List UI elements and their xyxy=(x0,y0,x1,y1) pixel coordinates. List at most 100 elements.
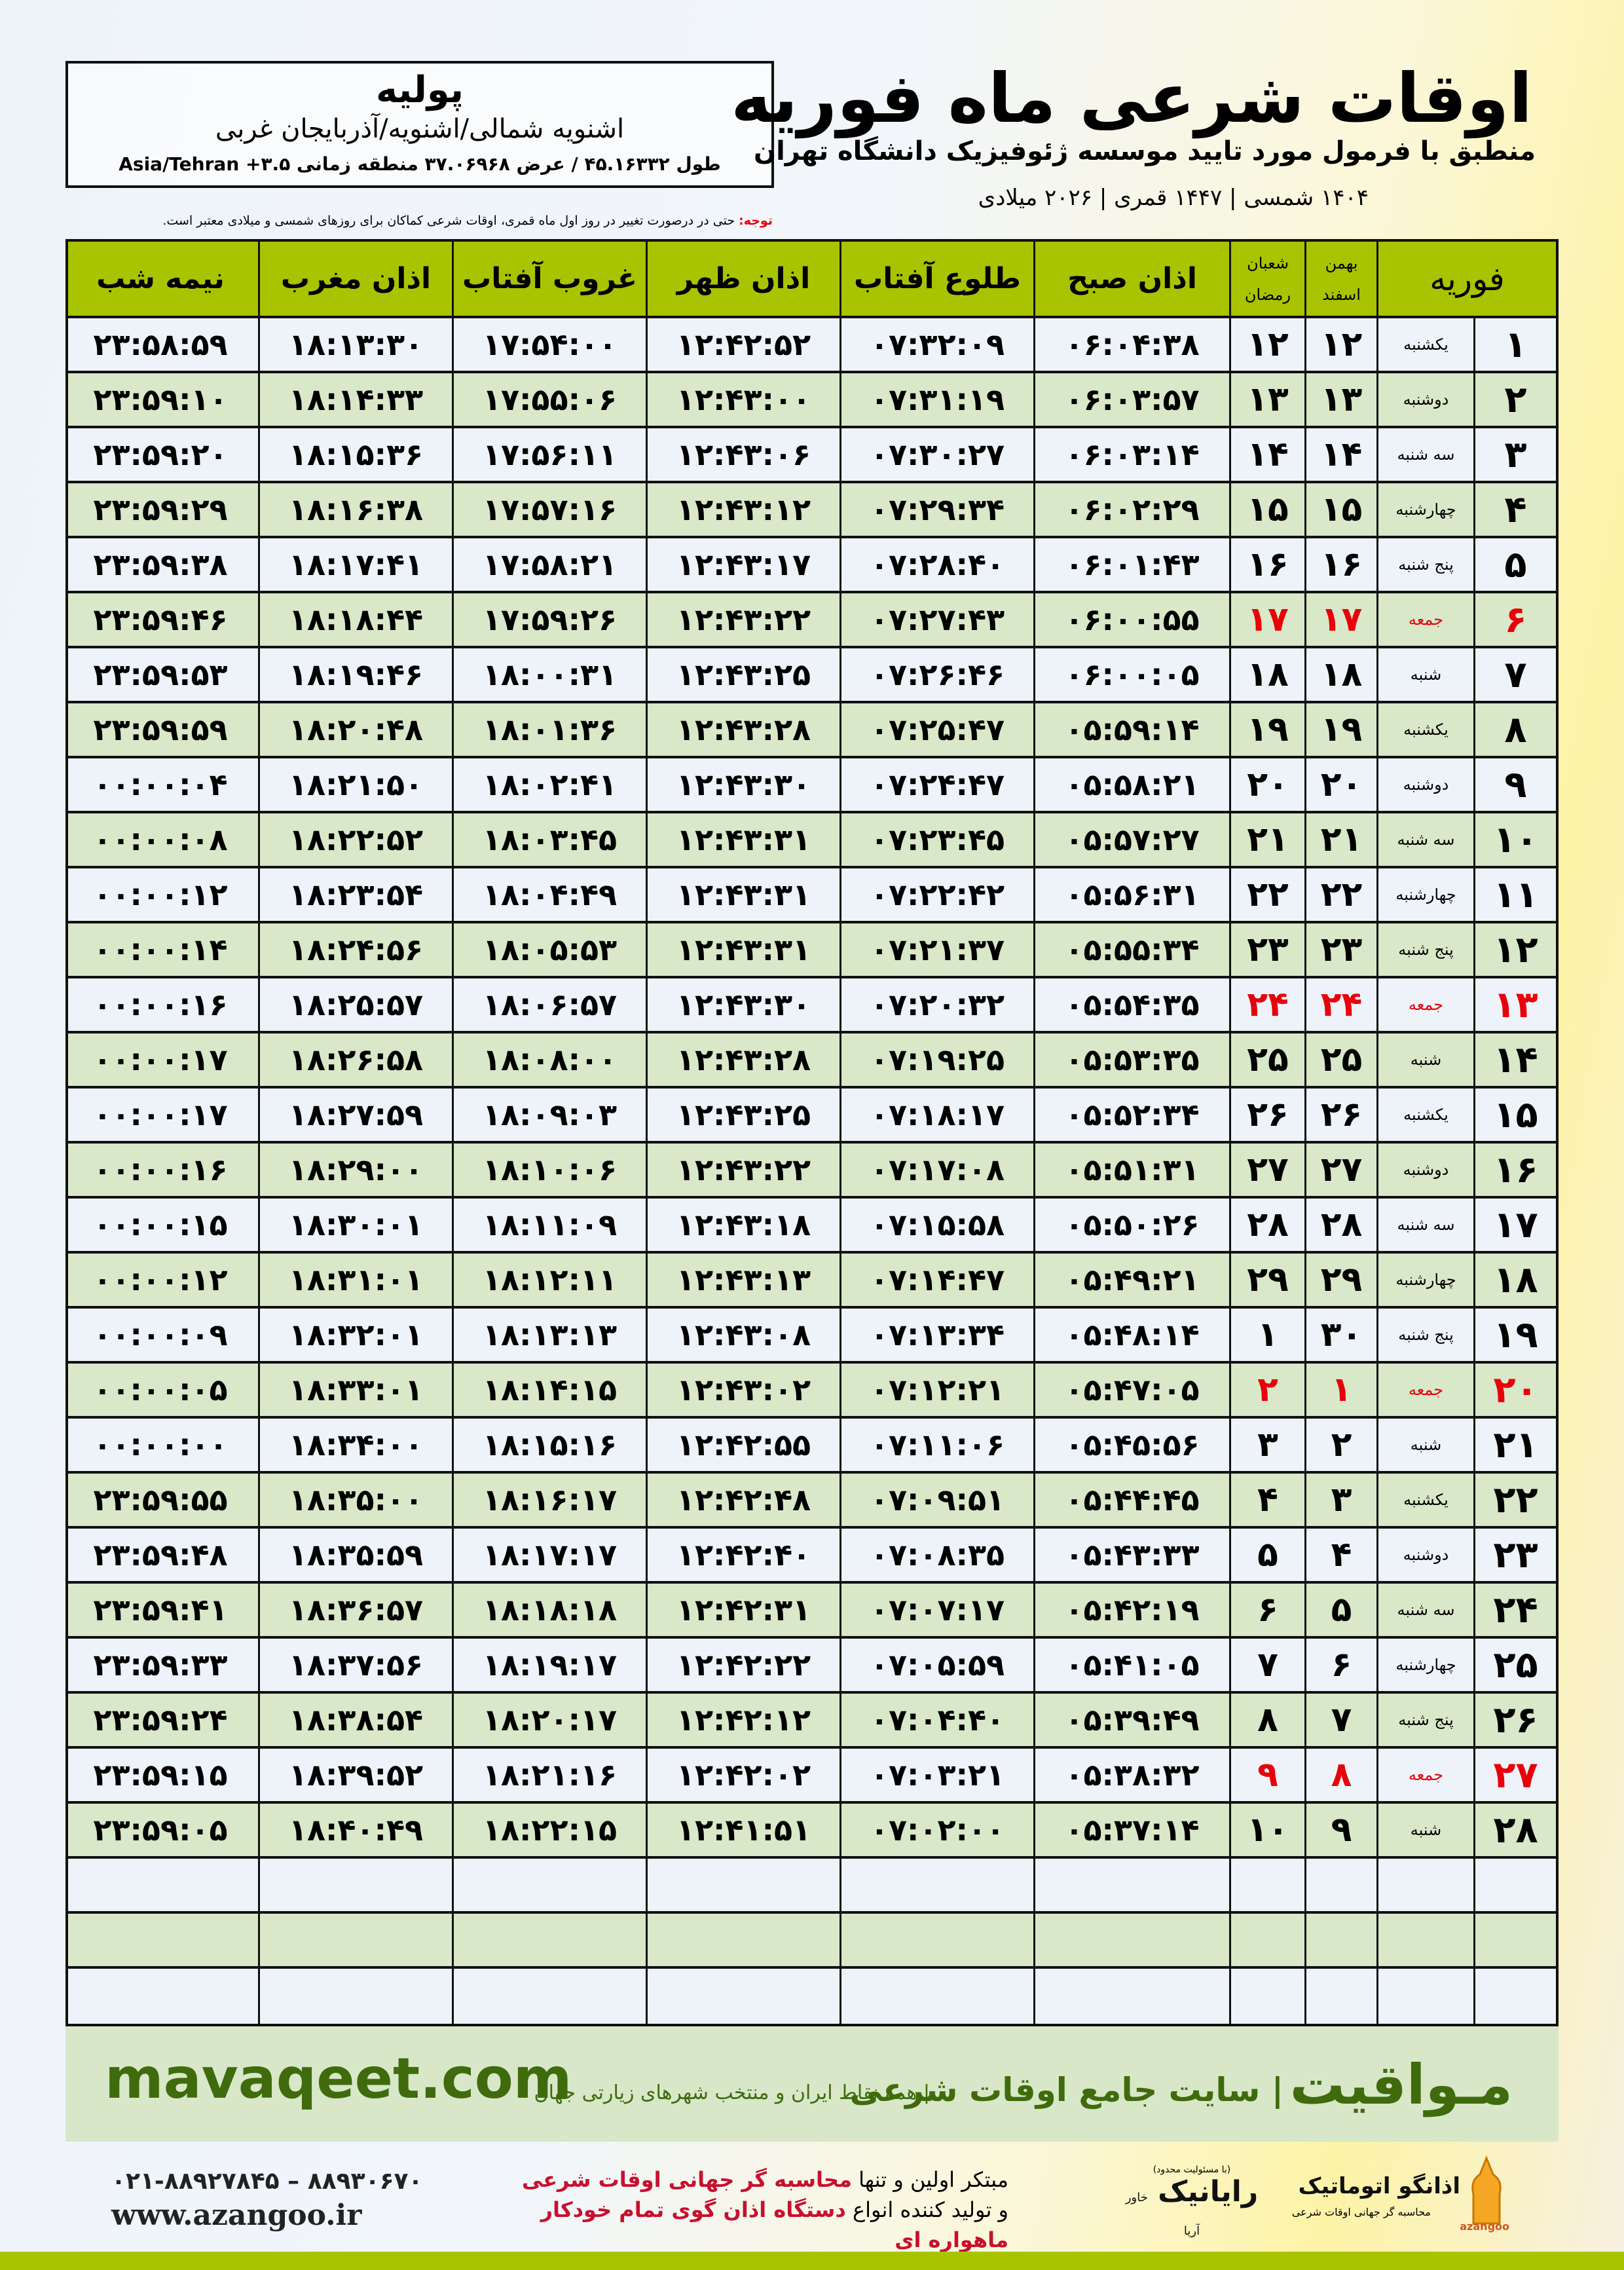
shamsi-day: ۱۸ xyxy=(1304,648,1376,701)
tolu-time: ۰۷:۱۱:۰۶ xyxy=(840,1419,1033,1471)
hijri-day: ۳ xyxy=(1229,1419,1304,1471)
maghrib-time: ۱۸:۱۴:۳۳ xyxy=(258,373,452,426)
zohr-time: ۱۲:۴۳:۳۱ xyxy=(646,923,840,976)
zohr-time: ۱۲:۴۳:۲۵ xyxy=(646,648,840,701)
ghurub-time: ۱۸:۱۹:۱۷ xyxy=(452,1639,646,1691)
nimeshab-time: ۲۳:۵۹:۳۸ xyxy=(93,547,228,582)
weekday: جمعه xyxy=(1376,1749,1473,1801)
coordinates: طول ۴۵.۱۶۳۳۲ / عرض ۳۷.۰۶۹۶۸ منطقه زمانی … xyxy=(119,153,721,175)
col-shamsi: بهمن اسفند xyxy=(1304,242,1376,316)
shamsi-day: ۲ xyxy=(1304,1419,1376,1471)
weekday: یکشنبه xyxy=(1376,318,1473,371)
empty-cell xyxy=(258,1914,452,1966)
zohr-time: ۱۲:۴۳:۰۲ xyxy=(646,1364,840,1416)
weekday: دوشنبه xyxy=(1376,1529,1473,1581)
weekday: سه شنبه xyxy=(1376,1584,1473,1636)
azangoo-url[interactable]: www.azangoo.ir xyxy=(111,2199,362,2232)
hijri-day: ۲۸ xyxy=(1229,1199,1304,1251)
minaret-icon xyxy=(1471,2155,1502,2225)
weekday: جمعه xyxy=(1376,593,1473,646)
ghurub-time: ۱۷:۵۴:۰۰ xyxy=(452,318,646,371)
sobh-time: ۰۵:۳۹:۴۹ xyxy=(1033,1694,1229,1746)
zohr-time: ۱۲:۴۱:۵۱ xyxy=(646,1804,840,1856)
ghurub-time: ۱۷:۵۸:۲۱ xyxy=(452,538,646,591)
empty-cell xyxy=(1033,1859,1229,1911)
tolu-time: ۰۷:۱۷:۰۸ xyxy=(840,1144,1033,1196)
empty-cell xyxy=(1376,1859,1473,1911)
zohr-time: ۱۲:۴۳:۱۳ xyxy=(646,1254,840,1306)
shamsi-day: ۲۶ xyxy=(1304,1088,1376,1141)
weekday: سه شنبه xyxy=(1376,813,1473,866)
zohr-time: ۱۲:۴۳:۳۰ xyxy=(646,758,840,811)
ghurub-time: ۱۸:۰۸:۰۰ xyxy=(452,1033,646,1086)
weekday: جمعه xyxy=(1376,978,1473,1031)
ghurub-time: ۱۸:۲۲:۱۵ xyxy=(452,1804,646,1856)
tolu-time: ۰۷:۲۲:۴۲ xyxy=(840,868,1033,921)
ghurub-time: ۱۸:۰۶:۵۷ xyxy=(452,978,646,1031)
ghurub-time: ۱۸:۲۰:۱۷ xyxy=(452,1694,646,1746)
shamsi-day: ۱۵ xyxy=(1304,483,1376,536)
table-row: ۱۸ چهارشنبه ۲۹ ۲۹ ۰۵:۴۹:۲۱ ۰۷:۱۴:۴۷ ۱۲:۴۳:۱۳ ۱۸… xyxy=(68,1254,1556,1309)
shamsi-day: ۲۸ xyxy=(1304,1199,1376,1251)
col-tolu: طلوع آفتاب xyxy=(840,242,1033,316)
weekday: یکشنبه xyxy=(1376,1088,1473,1141)
day-number: ۱۷ xyxy=(1473,1199,1556,1251)
ghurub-time: ۱۸:۱۴:۱۵ xyxy=(452,1364,646,1416)
weekday: جمعه xyxy=(1376,1364,1473,1416)
shamsi-day: ۱ xyxy=(1304,1364,1376,1416)
zohr-time: ۱۲:۴۳:۳۰ xyxy=(646,978,840,1031)
weekday: یکشنبه xyxy=(1376,703,1473,756)
nimeshab-time: ۰۰:۰۰:۰۹ xyxy=(93,1317,228,1352)
ghurub-time: ۱۸:۱۸:۱۸ xyxy=(452,1584,646,1636)
ghurub-time: ۱۸:۱۶:۱۷ xyxy=(452,1474,646,1526)
nimeshab-time: ۰۰:۰۰:۱۷ xyxy=(93,1042,228,1077)
hijri-day: ۱۷ xyxy=(1229,593,1304,646)
day-number: ۳ xyxy=(1473,428,1556,481)
tolu-time: ۰۷:۰۵:۵۹ xyxy=(840,1639,1033,1691)
ghurub-time: ۱۸:۰۹:۰۳ xyxy=(452,1088,646,1141)
ghurub-time: ۱۸:۰۵:۵۳ xyxy=(452,923,646,976)
col-shamsi-1: بهمن xyxy=(1325,253,1358,272)
empty-cell xyxy=(63,1914,258,1966)
day-number: ۱۰ xyxy=(1473,813,1556,866)
zohr-time: ۱۲:۴۳:۱۲ xyxy=(646,483,840,536)
site-link[interactable]: mavaqeet.com xyxy=(105,2046,572,2112)
hijri-day: ۲۶ xyxy=(1229,1088,1304,1141)
sobh-time: ۰۵:۳۷:۱۴ xyxy=(1033,1804,1229,1856)
hijri-day: ۱۴ xyxy=(1229,428,1304,481)
azangoo-name: اذانگو اتوماتیک xyxy=(1298,2173,1460,2199)
weekday: شنبه xyxy=(1376,1419,1473,1471)
empty-cell xyxy=(840,1914,1033,1966)
maghrib-time: ۱۸:۴۰:۴۹ xyxy=(258,1804,452,1856)
hijri-day: ۸ xyxy=(1229,1694,1304,1746)
shamsi-day: ۲۳ xyxy=(1304,923,1376,976)
maghrib-time: ۱۸:۳۱:۰۱ xyxy=(258,1254,452,1306)
ghurub-time: ۱۸:۰۲:۴۱ xyxy=(452,758,646,811)
zohr-time: ۱۲:۴۲:۴۰ xyxy=(646,1529,840,1581)
shamsi-day: ۱۴ xyxy=(1304,428,1376,481)
maghrib-time: ۱۸:۳۲:۰۱ xyxy=(258,1309,452,1361)
rayanik-sub: خاور آریا xyxy=(1125,2191,1200,2238)
weekday: پنج شنبه xyxy=(1376,538,1473,591)
empty-cell xyxy=(1304,1914,1376,1966)
shamsi-day: ۲۷ xyxy=(1304,1144,1376,1196)
tolu-time: ۰۷:۰۳:۲۱ xyxy=(840,1749,1033,1801)
nimeshab-time: ۰۰:۰۰:۰۸ xyxy=(93,822,228,857)
table-row: ۱۳ جمعه ۲۴ ۲۴ ۰۵:۵۴:۳۵ ۰۷:۲۰:۳۲ ۱۲:۴۳:۳۰ ۱۸:۰۶:… xyxy=(68,978,1556,1033)
day-number: ۶ xyxy=(1473,593,1556,646)
maghrib-time: ۱۸:۳۶:۵۷ xyxy=(258,1584,452,1636)
ghurub-time: ۱۸:۱۳:۱۳ xyxy=(452,1309,646,1361)
day-number: ۹ xyxy=(1473,758,1556,811)
nimeshab-time: ۲۳:۵۹:۲۹ xyxy=(93,492,228,527)
nimeshab-time: ۰۰:۰۰:۱۶ xyxy=(93,1152,228,1187)
hijri-day: ۲۷ xyxy=(1229,1144,1304,1196)
day-number: ۱۲ xyxy=(1473,923,1556,976)
maghrib-time: ۱۸:۳۴:۰۰ xyxy=(258,1419,452,1471)
empty-cell xyxy=(1033,1969,1229,2024)
tolu-time: ۰۷:۲۶:۴۶ xyxy=(840,648,1033,701)
shamsi-day: ۲۴ xyxy=(1304,978,1376,1031)
maghrib-time: ۱۸:۲۶:۵۸ xyxy=(258,1033,452,1086)
ghurub-time: ۱۸:۱۵:۱۶ xyxy=(452,1419,646,1471)
day-number: ۲۸ xyxy=(1473,1804,1556,1856)
empty-cell xyxy=(646,1969,840,2024)
